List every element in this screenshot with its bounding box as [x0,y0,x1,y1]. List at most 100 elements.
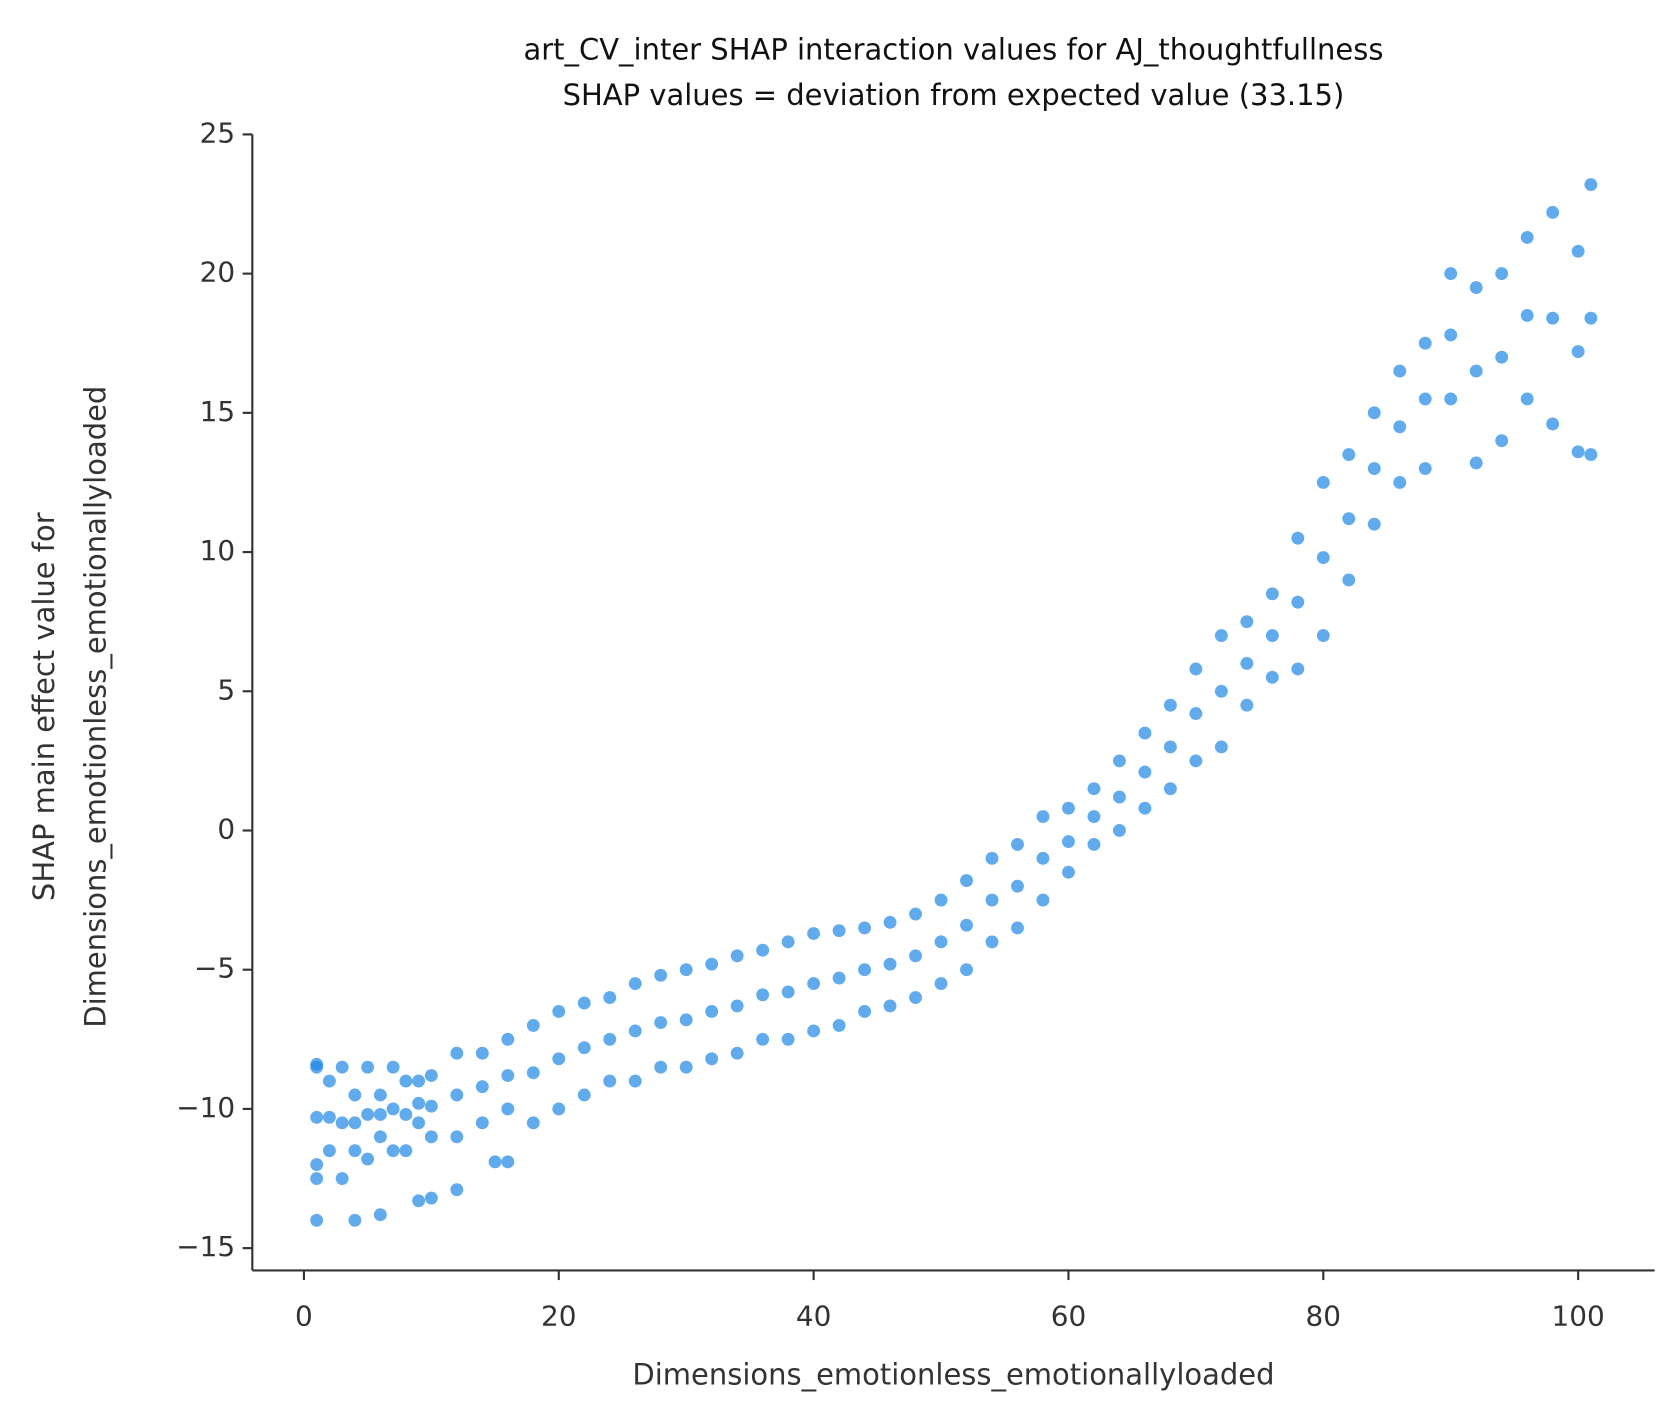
scatter-point [1316,476,1330,489]
scatter-point [373,1130,387,1144]
scatter-point [386,1144,400,1158]
y-axis-label: Dimensions_emotionless_emotionallyloaded [79,386,113,1028]
x-tick-label: 20 [541,1300,577,1333]
scatter-point [1163,698,1177,712]
scatter-point [883,957,897,971]
x-tick-label: 100 [1552,1300,1605,1333]
scatter-point [1163,782,1177,796]
scatter-point [730,999,744,1013]
scatter-point [1393,420,1407,434]
scatter-point [832,924,846,938]
scatter-point [883,915,897,929]
scatter-point [1393,476,1407,489]
scatter-point [348,1116,362,1130]
x-tick-label: 40 [796,1300,832,1333]
scatter-point [807,927,821,940]
scatter-point [1062,801,1075,815]
x-tick-label: 80 [1306,1300,1342,1333]
scatter-point [960,918,973,932]
scatter-point [424,1130,438,1144]
scatter-point [399,1144,413,1158]
y-tick-label: 5 [217,673,235,706]
scatter-point [985,893,999,907]
scatter-point [526,1018,540,1032]
scatter-point [730,949,744,963]
scatter-point [1011,879,1024,893]
scatter-point [781,985,795,999]
scatter-point [1571,345,1585,359]
scatter-point [730,1046,744,1060]
scatter-point [1546,311,1560,325]
scatter-point [1520,230,1534,244]
scatter-point [807,1024,821,1038]
scatter-point [1265,587,1279,601]
scatter-point [475,1116,489,1130]
scatter-point [335,1172,349,1185]
scatter-point [1342,512,1356,526]
scatter-point [705,1005,719,1018]
scatter-point [858,963,872,977]
scatter-point [1138,726,1152,740]
scatter-point [310,1213,324,1227]
scatter-point [1520,308,1534,322]
scatter-point [501,1069,515,1082]
x-axis-label: Dimensions_emotionless_emotionallyloaded [632,1358,1274,1392]
y-tick-label: −10 [176,1091,235,1124]
scatter-point [373,1108,387,1121]
scatter-point [1189,662,1203,676]
scatter-point [1418,392,1432,406]
y-tick-label: 25 [200,116,236,149]
scatter-point [679,1013,693,1027]
scatter-point [1495,267,1509,281]
scatter-point [412,1096,426,1110]
scatter-point [1291,531,1305,545]
scatter-point [475,1046,489,1060]
scatter-point [577,996,591,1010]
scatter-point [450,1130,464,1144]
scatter-point [1342,448,1356,462]
scatter-point [348,1213,362,1227]
scatter-point [1316,551,1330,565]
scatter-point [909,949,922,963]
scatter-point [310,1110,324,1124]
scatter-point [526,1066,540,1080]
scatter-point [1138,801,1152,815]
scatter-point [909,907,922,921]
scatter-point [322,1110,336,1124]
scatter-point [1584,448,1598,462]
scatter-point [1112,754,1126,768]
scatter-point [501,1155,515,1169]
scatter-point [1316,629,1330,643]
scatter-point [1036,851,1050,865]
scatter-point [1367,517,1381,531]
scatter-point [424,1191,438,1205]
scatter-point [348,1088,362,1102]
scatter-point [603,991,617,1004]
scatter-point [705,1052,719,1066]
scatter-point [832,1018,846,1032]
scatter-point [335,1060,349,1074]
scatter-point [1011,921,1024,935]
scatter-point [322,1144,336,1158]
scatter-point [1138,765,1152,779]
y-axis-label: SHAP main effect value for [27,512,61,901]
chart-subtitle: SHAP values = deviation from expected va… [563,78,1345,112]
scatter-point [412,1074,426,1088]
scatter-point [1444,392,1458,406]
scatter-point [603,1074,617,1088]
scatter-point [1495,350,1509,364]
y-tick-label: 10 [200,534,236,567]
scatter-point [909,991,922,1004]
scatter-point [552,1102,566,1116]
scatter-point [1087,782,1101,796]
y-tick-label: −5 [194,952,235,985]
scatter-point [399,1108,413,1121]
scatter-point [361,1060,375,1074]
scatter-point [1189,754,1203,768]
scatter-point [679,1060,693,1074]
scatter-point [883,999,897,1013]
scatter-point [1087,837,1101,851]
scatter-point [807,977,821,991]
scatter-point [1062,865,1075,879]
scatter-point [488,1155,502,1169]
